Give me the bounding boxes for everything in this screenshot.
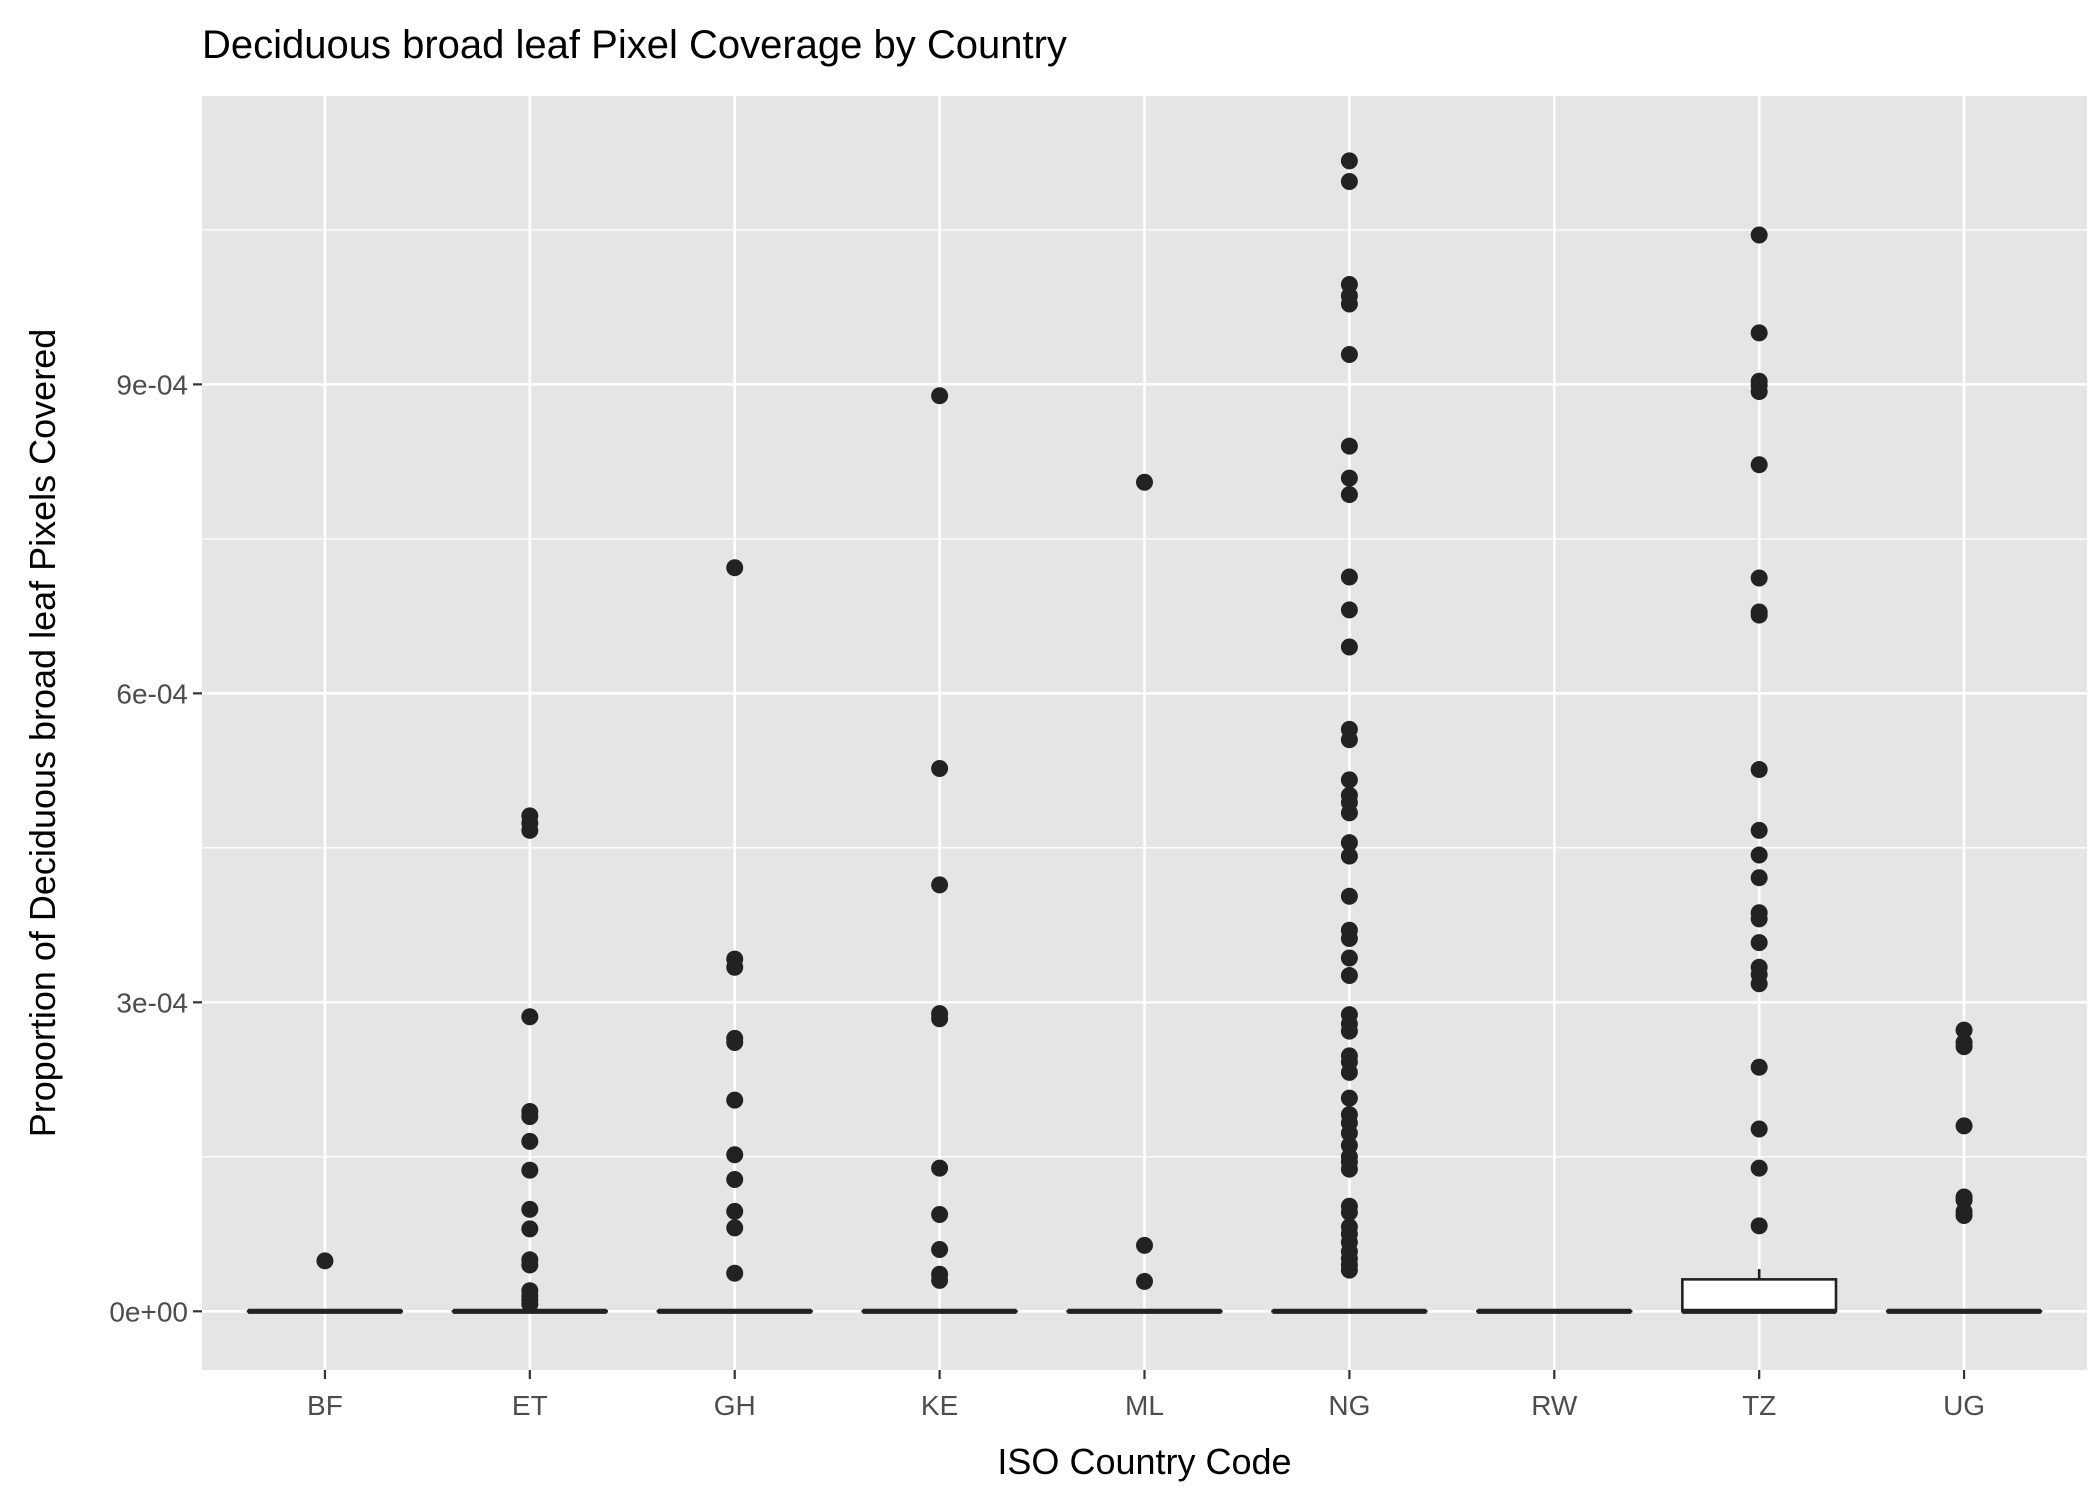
outlier-point-ke — [931, 876, 949, 894]
outlier-point-ng — [1340, 771, 1358, 789]
outlier-point-ng — [1340, 601, 1358, 619]
x-tick-label-bf: BF — [307, 1390, 343, 1421]
outlier-point-ml — [1136, 1236, 1153, 1254]
x-tick-label-ng: NG — [1328, 1390, 1370, 1421]
outlier-point-gh — [726, 1202, 744, 1220]
outlier-point-gh — [726, 958, 744, 976]
outlier-point-tz — [1750, 1159, 1768, 1177]
outlier-point-et — [521, 1220, 539, 1238]
outlier-point-tz — [1750, 1217, 1768, 1235]
outlier-point-tz — [1750, 846, 1768, 864]
outlier-point-ng — [1340, 486, 1358, 504]
outlier-point-ug — [1955, 1021, 1973, 1039]
outlier-point-et — [521, 821, 539, 839]
outlier-point-tz — [1750, 910, 1768, 928]
outlier-point-ke — [931, 1010, 949, 1028]
outlier-point-bf — [316, 1252, 334, 1270]
outlier-point-ng — [1340, 929, 1358, 947]
outlier-point-ug — [1955, 1207, 1973, 1225]
outlier-point-ug — [1955, 1117, 1973, 1135]
outlier-point-gh — [726, 1170, 744, 1188]
outlier-point-ng — [1340, 847, 1358, 865]
outlier-points — [316, 152, 1973, 1313]
outlier-point-ng — [1340, 568, 1358, 586]
chart-title: Deciduous broad leaf Pixel Coverage by C… — [202, 23, 1067, 67]
x-tick-label-tz: TZ — [1742, 1390, 1776, 1421]
outlier-point-tz — [1750, 606, 1768, 624]
outlier-point-ng — [1340, 731, 1358, 749]
outlier-point-et — [521, 1256, 539, 1274]
outlier-point-tz — [1750, 975, 1768, 993]
x-tick-label-et: ET — [512, 1390, 548, 1421]
outlier-point-ke — [931, 1271, 949, 1289]
outlier-point-ng — [1340, 1160, 1358, 1178]
x-axis-title: ISO Country Code — [997, 1441, 1291, 1482]
outlier-point-ng — [1340, 1203, 1358, 1221]
outlier-point-et — [521, 1161, 539, 1179]
outlier-point-tz — [1750, 821, 1768, 839]
outlier-point-gh — [726, 1033, 744, 1051]
outlier-point-ng — [1340, 834, 1358, 852]
outlier-point-ke — [931, 1159, 949, 1177]
outlier-point-et — [521, 1132, 539, 1150]
x-tick-label-ml: ML — [1125, 1390, 1164, 1421]
outlier-point-tz — [1750, 226, 1768, 244]
outlier-point-tz — [1750, 1120, 1768, 1138]
outlier-point-gh — [726, 1091, 744, 1109]
outlier-point-tz — [1750, 869, 1768, 887]
box-group — [246, 1269, 2043, 1314]
outlier-point-ng — [1340, 967, 1358, 985]
outlier-point-tz — [1750, 569, 1768, 587]
x-tick-label-rw: RW — [1531, 1390, 1578, 1421]
outlier-point-ke — [931, 1241, 949, 1259]
x-tick-label-ke: KE — [921, 1390, 958, 1421]
y-axis-title: Proportion of Deciduous broad leaf Pixel… — [22, 329, 63, 1137]
outlier-point-gh — [726, 559, 744, 577]
outlier-point-ng — [1340, 469, 1358, 487]
outlier-point-ng — [1340, 437, 1358, 455]
outlier-point-ng — [1340, 1089, 1358, 1107]
outlier-point-gh — [726, 1264, 744, 1282]
outlier-point-ng — [1340, 172, 1358, 190]
outlier-point-tz — [1750, 456, 1768, 474]
outlier-point-ng — [1340, 949, 1358, 967]
outlier-point-ng — [1340, 804, 1358, 822]
outlier-point-ng — [1340, 295, 1358, 313]
y-tick-label: 0e+00 — [109, 1296, 188, 1327]
outlier-point-et — [521, 1108, 539, 1126]
x-axis: BF ET GH KE ML NG RW TZ UG — [307, 1370, 1985, 1421]
outlier-point-ng — [1340, 1261, 1358, 1279]
outlier-point-ng — [1340, 887, 1358, 905]
y-tick-label: 6e-04 — [116, 678, 188, 709]
outlier-point-ml — [1136, 473, 1153, 491]
x-tick-label-gh: GH — [714, 1390, 756, 1421]
outlier-point-ng — [1340, 1022, 1358, 1040]
y-tick-label: 9e-04 — [116, 369, 188, 400]
outlier-point-tz — [1750, 324, 1768, 342]
outlier-point-ng — [1340, 152, 1358, 170]
outlier-point-ng — [1340, 346, 1358, 364]
outlier-point-tz — [1750, 761, 1768, 779]
y-axis: 0e+00 3e-04 6e-04 9e-04 — [109, 369, 202, 1327]
outlier-point-ug — [1955, 1038, 1973, 1056]
outlier-point-ke — [931, 387, 949, 405]
outlier-point-et — [521, 1200, 539, 1218]
x-tick-label-ug: UG — [1943, 1390, 1985, 1421]
outlier-point-et — [521, 1008, 539, 1026]
outlier-point-gh — [726, 1219, 744, 1237]
outlier-point-ml — [1136, 1272, 1153, 1290]
outlier-point-ng — [1340, 1063, 1358, 1081]
outlier-point-gh — [726, 1146, 744, 1164]
outlier-point-ke — [931, 760, 949, 778]
outlier-point-ke — [931, 1205, 949, 1223]
outlier-point-tz — [1750, 934, 1768, 952]
outlier-point-tz — [1750, 1058, 1768, 1076]
y-tick-label: 3e-04 — [116, 987, 188, 1018]
outlier-point-et — [521, 1295, 539, 1313]
outlier-point-tz — [1750, 383, 1768, 401]
outlier-point-ng — [1340, 1124, 1358, 1142]
box-tz — [1681, 1278, 1838, 1313]
outlier-point-ng — [1340, 638, 1358, 656]
